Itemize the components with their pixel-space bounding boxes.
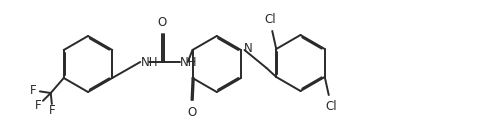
Text: F: F (49, 104, 56, 117)
Text: F: F (35, 99, 41, 112)
Text: O: O (187, 106, 197, 118)
Text: N: N (244, 41, 253, 55)
Text: NH: NH (180, 55, 198, 69)
Text: Cl: Cl (325, 101, 336, 114)
Text: F: F (30, 84, 37, 97)
Text: O: O (158, 16, 167, 29)
Text: NH: NH (141, 55, 158, 69)
Text: Cl: Cl (264, 13, 276, 26)
